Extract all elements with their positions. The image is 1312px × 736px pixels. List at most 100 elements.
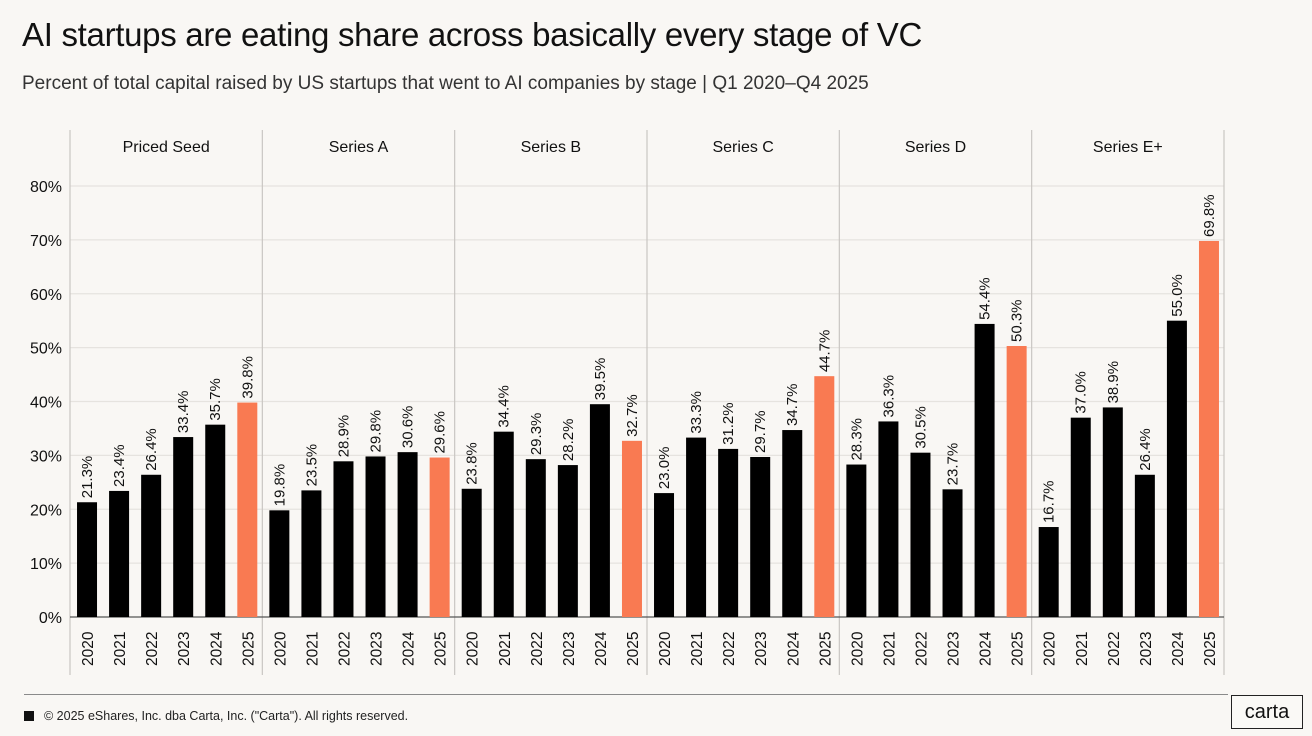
bar	[589, 404, 610, 617]
bar	[1038, 527, 1059, 617]
data-label: 26.4%	[143, 428, 160, 471]
panel-title: Series B	[521, 139, 581, 156]
data-label: 36.3%	[880, 375, 897, 418]
x-tick-label: 2023	[1138, 632, 1155, 666]
data-label: 23.5%	[303, 444, 320, 487]
x-tick-label: 2022	[913, 632, 930, 666]
data-label: 31.2%	[720, 402, 737, 445]
footer-square-icon	[24, 711, 34, 721]
bar	[109, 490, 130, 617]
bar	[301, 490, 322, 617]
bar	[1102, 407, 1123, 617]
bar	[878, 421, 899, 617]
bar	[942, 489, 963, 617]
x-tick-label: 2023	[946, 632, 963, 666]
x-tick-label: 2022	[144, 632, 161, 666]
data-label: 29.8%	[368, 410, 385, 453]
bar	[750, 456, 771, 617]
copyright-text: © 2025 eShares, Inc. dba Carta, Inc. ("C…	[44, 709, 409, 723]
data-label: 28.3%	[848, 418, 865, 461]
data-label: 28.2%	[560, 419, 577, 462]
bar	[621, 440, 642, 617]
data-label: 33.4%	[175, 391, 192, 434]
data-label: 39.8%	[239, 356, 256, 399]
data-label: 54.4%	[977, 277, 994, 320]
x-tick-label: 2025	[240, 632, 257, 666]
data-label: 55.0%	[1169, 274, 1186, 317]
data-label: 30.6%	[400, 406, 417, 449]
panel-title: Series E+	[1093, 139, 1163, 156]
x-tick-label: 2021	[304, 632, 321, 666]
x-tick-label: 2023	[176, 632, 193, 666]
bar	[1198, 240, 1219, 617]
bar	[718, 448, 739, 617]
y-tick-label: 0%	[39, 610, 62, 627]
x-tick-label: 2024	[978, 631, 995, 666]
x-tick-label: 2020	[849, 631, 866, 666]
y-tick-label: 20%	[30, 502, 62, 519]
x-tick-label: 2025	[433, 632, 450, 666]
data-label: 23.0%	[656, 447, 673, 490]
data-label: 26.4%	[1137, 428, 1154, 471]
x-tick-label: 2020	[272, 631, 289, 666]
bar	[1166, 320, 1187, 617]
x-tick-label: 2021	[497, 632, 514, 666]
data-label: 19.8%	[271, 464, 288, 507]
bar	[333, 461, 354, 617]
data-label: 37.0%	[1073, 371, 1090, 414]
carta-logo: carta	[1231, 695, 1303, 729]
y-tick-label: 40%	[30, 395, 62, 412]
y-tick-label: 10%	[30, 556, 62, 573]
data-label: 23.7%	[945, 443, 962, 486]
chart-title: AI startups are eating share across basi…	[22, 16, 923, 53]
data-label: 38.9%	[1105, 361, 1122, 404]
data-label: 32.7%	[624, 394, 641, 437]
bar	[654, 493, 675, 617]
data-label: 23.4%	[111, 444, 128, 487]
panel-title: Series A	[329, 139, 389, 156]
x-tick-label: 2025	[1202, 632, 1219, 666]
data-label: 28.9%	[335, 415, 352, 458]
x-tick-label: 2024	[401, 631, 418, 666]
panel-title: Series D	[905, 139, 966, 156]
bar	[173, 437, 194, 617]
bar	[974, 323, 995, 617]
bar	[77, 502, 98, 617]
x-tick-label: 2025	[817, 632, 834, 666]
data-label: 50.3%	[1009, 299, 1026, 342]
data-label: 34.4%	[496, 385, 513, 428]
chart-subtitle: Percent of total capital raised by US st…	[22, 73, 869, 94]
y-tick-label: 80%	[30, 179, 62, 196]
x-tick-label: 2023	[369, 632, 386, 666]
data-label: 39.5%	[592, 358, 609, 401]
y-tick-label: 70%	[30, 233, 62, 250]
bar	[493, 431, 514, 617]
bar	[910, 452, 931, 617]
x-tick-label: 2025	[1010, 632, 1027, 666]
x-tick-label: 2020	[80, 631, 97, 666]
bar	[461, 488, 482, 617]
bar	[846, 464, 867, 617]
x-tick-label: 2024	[593, 631, 610, 666]
x-tick-label: 2022	[1106, 632, 1123, 666]
data-label: 21.3%	[79, 456, 96, 499]
y-tick-label: 30%	[30, 448, 62, 465]
x-tick-label: 2020	[465, 631, 482, 666]
footer-divider	[24, 694, 1228, 695]
bar	[237, 402, 258, 617]
data-label: 29.3%	[528, 413, 545, 456]
bar	[1134, 474, 1155, 617]
bar	[269, 510, 290, 617]
bar	[365, 456, 386, 617]
y-tick-label: 60%	[30, 287, 62, 304]
x-tick-label: 2021	[112, 632, 129, 666]
panel-title: Series C	[712, 139, 773, 156]
data-label: 30.5%	[912, 406, 929, 449]
x-tick-label: 2022	[721, 632, 738, 666]
panel-title: Priced Seed	[123, 139, 210, 156]
x-tick-label: 2022	[529, 632, 546, 666]
bar	[814, 376, 835, 617]
data-label: 44.7%	[816, 330, 833, 373]
data-label: 33.3%	[688, 391, 705, 434]
